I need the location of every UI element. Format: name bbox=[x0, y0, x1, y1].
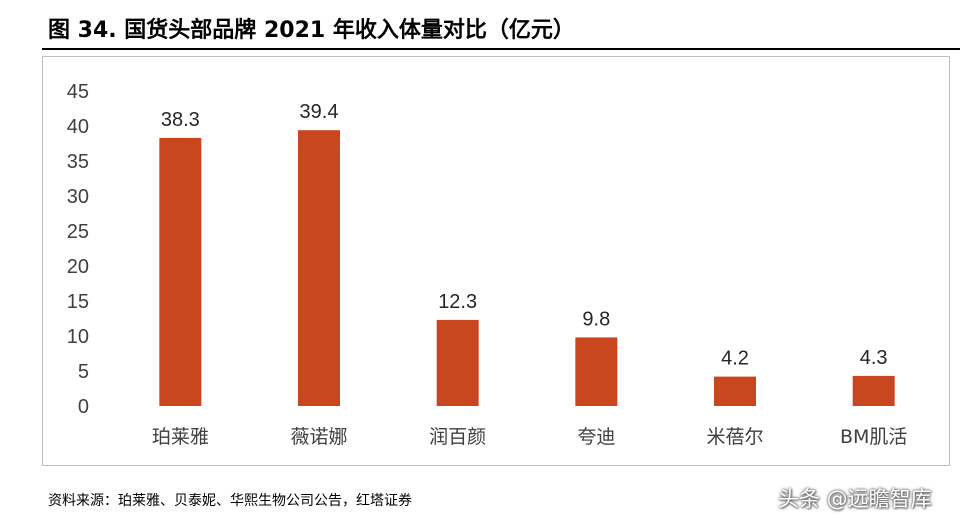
bar-value-label: 12.3 bbox=[438, 291, 477, 313]
y-tick-label: 20 bbox=[67, 256, 89, 278]
y-tick-label: 30 bbox=[67, 186, 89, 208]
bar-6 bbox=[852, 375, 895, 406]
figure-title: 图 34. 国货头部品牌 2021 年收入体量对比（亿元） bbox=[48, 18, 575, 43]
y-tick-label: 10 bbox=[67, 326, 89, 348]
y-tick-label: 15 bbox=[67, 291, 89, 313]
bar-3 bbox=[436, 319, 479, 406]
y-tick-label: 5 bbox=[78, 361, 89, 383]
bar-value-label: 4.3 bbox=[860, 347, 888, 369]
x-tick-label: BM肌活 bbox=[840, 426, 907, 448]
bar-value-label: 4.2 bbox=[721, 348, 749, 370]
x-tick-label: 夸迪 bbox=[577, 426, 615, 448]
y-tick-label: 45 bbox=[67, 81, 89, 103]
x-tick-label: 薇诺娜 bbox=[290, 426, 347, 448]
y-tick-label: 0 bbox=[78, 396, 89, 418]
bar-value-label: 9.8 bbox=[582, 308, 610, 330]
y-tick-label: 25 bbox=[67, 221, 89, 243]
bar-value-label: 39.4 bbox=[300, 101, 339, 123]
chart-frame: 0 5 10 15 20 25 30 35 40 45 38.3 珀莱雅 39.4 薇诺娜 12.3 润百颜 9… bbox=[42, 56, 950, 466]
bar-chart: 0 5 10 15 20 25 30 35 40 45 38.3 珀莱雅 39.4 薇诺娜 12.3 润百颜 9… bbox=[67, 81, 908, 448]
title-divider bbox=[42, 48, 960, 50]
source-note: 资料来源：珀莱雅、贝泰妮、华熙生物公司公告，红塔证券 bbox=[48, 493, 412, 509]
bar-5 bbox=[714, 376, 756, 406]
bar-2 bbox=[298, 130, 340, 406]
x-tick-label: 米蓓尔 bbox=[706, 426, 763, 448]
bar-1 bbox=[159, 137, 202, 406]
y-tick-label: 40 bbox=[67, 116, 89, 138]
bar-value-label: 38.3 bbox=[161, 109, 200, 131]
bar-4 bbox=[575, 337, 618, 406]
watermark: 头条 @远瞻智库 bbox=[778, 487, 932, 511]
y-tick-label: 35 bbox=[67, 151, 89, 173]
x-tick-label: 润百颜 bbox=[429, 426, 486, 448]
x-tick-label: 珀莱雅 bbox=[152, 426, 209, 448]
